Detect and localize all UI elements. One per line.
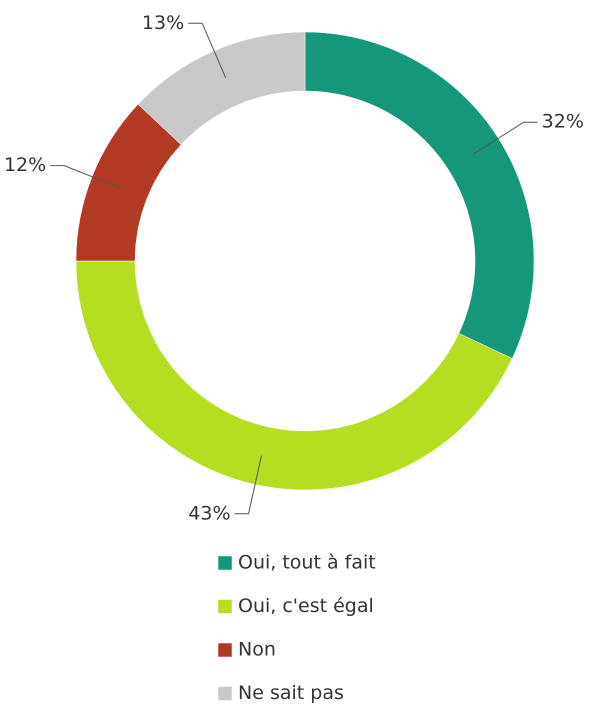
leader-line <box>188 22 227 79</box>
data-label: 12% <box>4 154 46 176</box>
legend-swatch <box>217 642 233 658</box>
legend-swatch <box>217 555 233 571</box>
legend-label: Oui, tout à fait <box>238 552 376 574</box>
legend-label: Non <box>238 639 276 661</box>
donut-slice <box>304 31 535 359</box>
donut-slice <box>75 260 513 491</box>
legend-label: Oui, c'est égal <box>238 595 374 617</box>
leader-line <box>234 455 262 515</box>
data-label: 43% <box>188 502 230 524</box>
legend-label: Ne sait pas <box>238 682 344 704</box>
donut-slice <box>137 31 306 145</box>
legend-swatch <box>217 599 233 614</box>
data-label: 13% <box>142 12 184 34</box>
leader-line <box>50 165 120 189</box>
data-label: 32% <box>542 111 584 133</box>
leader-line <box>473 121 538 155</box>
legend-swatch <box>217 686 233 701</box>
